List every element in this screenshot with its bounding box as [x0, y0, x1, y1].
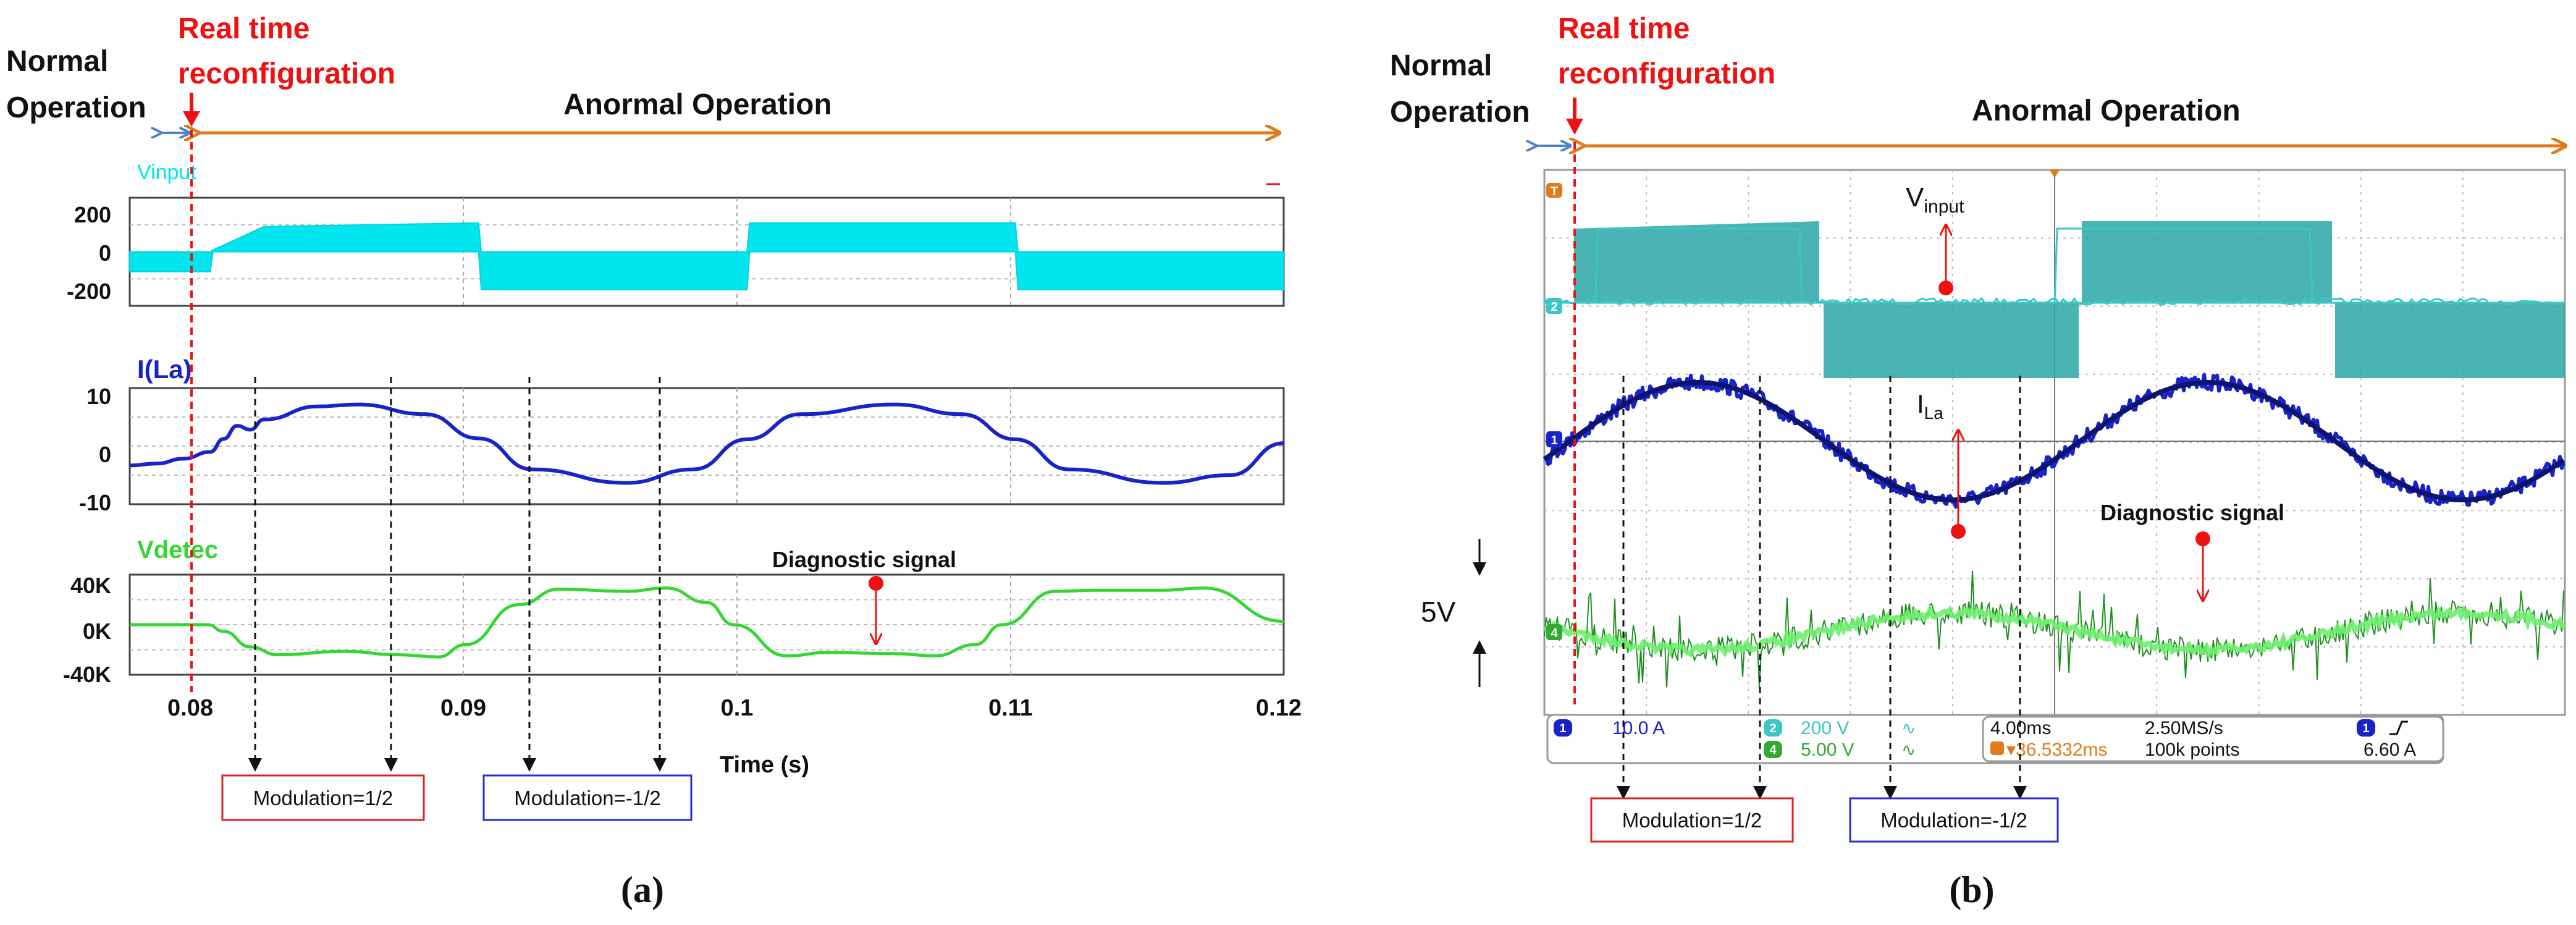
panel-b-ch-marker-1-label: 1	[1551, 434, 1557, 447]
panel-a-caption: (a)	[621, 869, 664, 910]
panel-b-normal-label-2: Operation	[1390, 96, 1530, 129]
panel-a-vdetec-ytick-3: -40K	[63, 662, 111, 687]
panel-a-vinput-axes: 200 0 -200	[67, 196, 1285, 307]
panel-a-reconfig-arrowhead	[183, 111, 200, 127]
panel-a-xtick-4: 0.11	[988, 695, 1033, 721]
panel-b-mod-neg-half-label: Modulation=-1/2	[1880, 809, 2027, 832]
ila-trace-core	[1543, 380, 2565, 502]
panel-a-xtick-5: 0.12	[1256, 695, 1302, 721]
vinput-block-high-1	[1574, 221, 1819, 303]
panel-b-ch1-scale: 10.0 A	[1612, 718, 1665, 738]
panel-a-mod-half-box	[221, 774, 425, 821]
panel-b-ch2-num: 2	[1769, 722, 1776, 735]
panel-b-diag-label: Diagnostic signal	[2100, 500, 2284, 525]
ila-series-line	[129, 402, 1284, 485]
panel-a-ila-ytick-1: 10	[86, 384, 111, 409]
panel-a-vdetec-ytick-2: 0K	[83, 619, 111, 644]
panel-b-mod-half-label: Modulation=1/2	[1622, 809, 1762, 832]
vdetec-series-line	[129, 586, 1284, 659]
panel-a-xlabel: Time (s)	[720, 752, 809, 778]
panel-a-ila-ytick-3: -10	[79, 490, 111, 515]
panel-b-ch-marker-2-label: 2	[1551, 300, 1557, 314]
vinput-outline	[1544, 227, 2565, 304]
panel-b-ch-marker-4	[1546, 624, 1562, 640]
panel-a-normal-label-1: Normal	[6, 45, 108, 78]
panel-b-mod-neg-half-box	[1849, 797, 2059, 843]
panel-a-ila-title: I(La)	[137, 355, 192, 384]
panel-b-mod-half-box	[1590, 797, 1794, 843]
panel-b-ila-label: ILa	[1917, 389, 1943, 423]
panel-a-vinput-ytick-2: 0	[99, 240, 111, 266]
panel-a-ila-ytick-2: 0	[99, 442, 111, 467]
panel-b-scope-status: 1 10.0 A 2 200 V ∿ 4 5.00 V ∿ 4.00ms 2.5…	[1546, 714, 2444, 764]
panel-b-reconfig-label-2: reconfiguration	[1558, 57, 1775, 90]
panel-b-reconfig-label-1: Real time	[1558, 12, 1690, 45]
panel-b-ch1-num: 1	[1559, 722, 1566, 735]
panel-a-mod-neg-half-box	[482, 774, 692, 821]
panel-a-diag-label: Diagnostic signal	[772, 547, 956, 572]
vinput-envelope	[129, 222, 1284, 290]
panel-b-vinput-label: Vinput	[1906, 182, 1964, 217]
vinput-baseline	[1543, 295, 2564, 306]
panel-b-ch2-coupling-icon: ∿	[1901, 719, 1916, 738]
panel-a-reconfig-label-2: reconfiguration	[178, 57, 395, 90]
panel-a-mod-half-label: Modulation=1/2	[253, 787, 394, 809]
panel-a-abnormal-label: Anormal Operation	[563, 88, 832, 121]
panel-a-vdetec-title: Vdetec	[137, 536, 218, 564]
panel-a-vinput-ytick-3: -200	[67, 279, 111, 304]
panel-b-trigger-level: 6.60 A	[2363, 740, 2416, 760]
panel-b-trigger-edge-icon	[2389, 720, 2408, 735]
panel-b-trigger-ch: 1	[2362, 722, 2369, 735]
panel-b-ch-marker-t	[1546, 183, 1562, 198]
panel-a-ila-axes: 10 0 -10	[79, 384, 1285, 515]
vinput-block-low-1	[1824, 303, 2079, 378]
panel-b-ch-marker-4-label: 4	[1551, 627, 1558, 640]
panel-b-ch-marker-1	[1546, 431, 1562, 447]
diag-trace-core	[1544, 603, 2567, 661]
panel-b-ch2-scale: 200 V	[1801, 718, 1849, 738]
panel-b-abnormal-label: Anormal Operation	[1972, 95, 2241, 127]
panel-a-vdetec-ytick-1: 40K	[70, 573, 111, 598]
ila-trace	[1544, 373, 2565, 509]
vinput-block-low-2	[2335, 303, 2565, 378]
panel-a-reconfig-label-1: Real time	[178, 12, 309, 45]
panel-b-trigger-pos: ▾36.5332ms	[2006, 740, 2108, 760]
panel-b-ch4-coupling-icon: ∿	[1901, 740, 1916, 759]
panel-a-vinput-ytick-1: 200	[74, 202, 111, 227]
panel-b-points: 100k points	[2145, 740, 2239, 760]
panel-b-caption: (b)	[1949, 869, 1994, 910]
panel-b-scope-screen: T 2 1 4	[1543, 169, 2567, 716]
panel-b-ch-marker-t-label: T	[1551, 185, 1558, 198]
panel-b-ch4-num: 4	[1769, 743, 1777, 757]
panel-a-vinput-title: Vinput	[137, 161, 196, 184]
panel-a-vdetec-axes: 40K 0K -40K	[63, 573, 1285, 687]
panel-b-sample-rate: 2.50MS/s	[2145, 718, 2223, 738]
panel-a-xtick-1: 0.08	[167, 695, 213, 721]
panel-a-mod-neg-half-label: Modulation=-1/2	[514, 787, 661, 809]
panel-b-ch4-scale: 5.00 V	[1801, 740, 1854, 760]
panel-a-normal-label-2: Operation	[6, 91, 146, 124]
panel-b-ch-marker-2	[1546, 298, 1562, 314]
panel-b-5v-label: 5V	[1421, 596, 1456, 628]
panel-b-reconfig-arrowhead	[1566, 119, 1583, 135]
vinput-block-high-2	[2082, 221, 2332, 303]
panel-a-xtick-3: 0.1	[721, 695, 754, 721]
panel-b: Normal Operation Real time reconfigurati…	[1390, 12, 2565, 910]
panel-a-xtick-2: 0.09	[440, 695, 486, 721]
panel-b-normal-label-1: Normal	[1390, 49, 1492, 82]
panel-b-trigger-marker-top	[2050, 170, 2060, 178]
panel-a: Normal Operation Real time reconfigurati…	[6, 12, 1302, 910]
